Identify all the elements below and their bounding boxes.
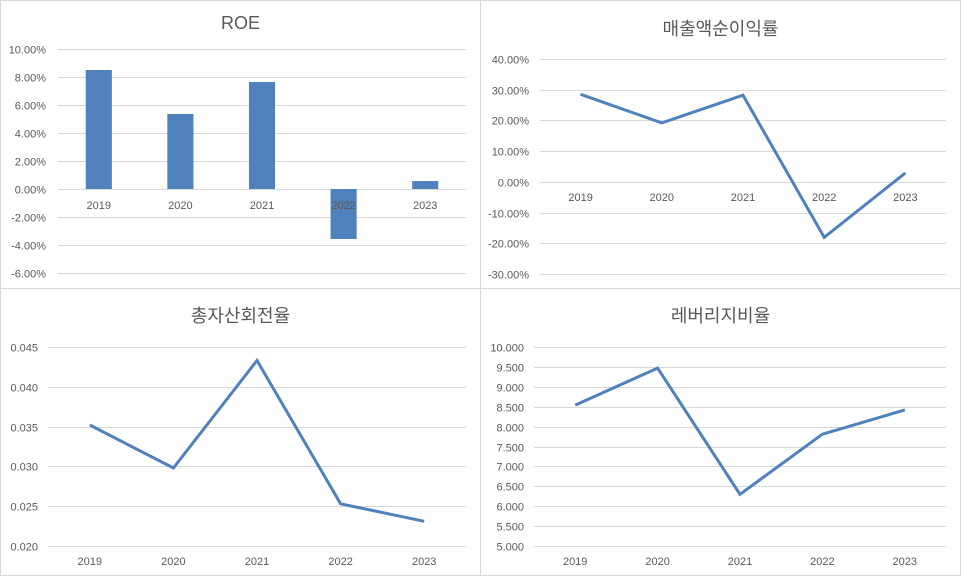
series-line (580, 92, 907, 240)
y-tick-label: -20.00% (488, 239, 529, 251)
series-line (574, 366, 906, 497)
x-category-label: 2019 (87, 200, 111, 212)
chart-title: 총자산회전율 (190, 306, 291, 326)
x-category-label: 2022 (328, 556, 352, 568)
x-category-label: 2023 (412, 556, 436, 568)
y-tick-label: 7.000 (496, 462, 524, 474)
bar (248, 82, 276, 189)
chart-plot-roe: 10.00% 8.00% 6.00% 4.00% 2.00% 0.00% -2.00% -4.… (9, 45, 466, 281)
x-category-label: 2021 (245, 556, 269, 568)
y-tick-label: 0.020 (10, 542, 38, 554)
y-tick-label: 20.00% (492, 116, 530, 128)
bar (412, 181, 439, 189)
x-category-label: 2023 (893, 192, 917, 204)
x-category-label: 2019 (568, 192, 592, 204)
chart-panel-total-asset-turnover: 총자산회전율 0.045 0.040 0.035 0.030 0.025 0.020 201… (0, 288, 481, 576)
y-tick-label: -6.00% (11, 269, 46, 281)
x-category-label: 2021 (250, 200, 274, 212)
x-category-label: 2020 (650, 192, 674, 204)
y-tick-label: 2.00% (15, 157, 46, 169)
y-tick-label: 8.500 (496, 403, 524, 415)
y-tick-label: 0.025 (10, 502, 38, 514)
y-tick-label: -10.00% (488, 209, 529, 221)
x-category-label: 2019 (78, 556, 102, 568)
series-line (89, 357, 425, 523)
chart-title: 매출액순이익률 (662, 19, 779, 39)
bar (330, 189, 357, 239)
y-tick-label: 6.00% (15, 101, 46, 113)
x-category-label: 2020 (161, 556, 185, 568)
y-tick-label: 0.00% (498, 178, 529, 190)
y-tick-label: -2.00% (11, 213, 46, 225)
bar (167, 113, 194, 189)
chart-panel-roe: ROE 10.00% 8.00% 6.00% 4.00% 2.00% 0.00% -2.00… (0, 0, 481, 289)
x-category-label: 2021 (728, 556, 752, 568)
chart-title: ROE (220, 13, 260, 33)
chart-title: 레버리지비율 (670, 306, 771, 326)
x-category-label: 2023 (413, 200, 437, 212)
y-tick-label: 9.500 (496, 363, 524, 375)
y-tick-label: 0.00% (15, 185, 46, 197)
y-tick-label: 30.00% (492, 86, 530, 98)
chart-panel-leverage-ratio: 레버리지비율 10.000 9.500 9.000 8.500 8.000 7.500 7.… (480, 288, 961, 576)
y-tick-label: 40.00% (492, 55, 530, 67)
y-tick-label: 0.045 (10, 343, 38, 355)
y-tick-label: 0.035 (10, 423, 38, 435)
x-category-label: 2022 (812, 192, 836, 204)
x-category-label: 2020 (645, 556, 669, 568)
y-tick-label: 8.00% (15, 73, 46, 85)
y-tick-label: 5.000 (496, 542, 524, 554)
y-tick-label: 4.00% (15, 129, 46, 141)
y-tick-label: 7.500 (496, 443, 524, 455)
x-category-label: 2022 (810, 556, 834, 568)
x-category-label: 2022 (331, 200, 355, 212)
y-tick-label: 6.000 (496, 502, 524, 514)
y-tick-label: 10.00% (9, 45, 47, 57)
y-tick-label: -30.00% (488, 270, 529, 282)
chart-plot-net-profit-margin: 40.00% 30.00% 20.00% 10.00% 0.00% -10.00% -20.… (488, 55, 946, 282)
y-tick-label: 8.000 (496, 423, 524, 435)
y-tick-label: 10.00% (492, 147, 530, 159)
x-category-label: 2021 (731, 192, 755, 204)
y-tick-label: -4.00% (11, 241, 46, 253)
x-category-label: 2023 (893, 556, 917, 568)
y-tick-label: 6.500 (496, 482, 524, 494)
y-tick-label: 5.500 (496, 522, 524, 534)
y-tick-label: 0.030 (10, 462, 38, 474)
chart-panel-net-profit-margin: 매출액순이익률 40.00% 30.00% 20.00% 10.00% 0.00% -10… (480, 0, 961, 289)
y-tick-label: 10.000 (490, 343, 524, 355)
y-tick-label: 9.000 (496, 383, 524, 395)
chart-plot-leverage-ratio: 10.000 9.500 9.000 8.500 8.000 7.500 7.000 6.50… (490, 343, 946, 568)
x-category-label: 2019 (563, 556, 587, 568)
bar (85, 70, 112, 189)
x-category-label: 2020 (168, 200, 192, 212)
y-tick-label: 0.040 (10, 383, 38, 395)
chart-plot-total-asset-turnover: 0.045 0.040 0.035 0.030 0.025 0.020 2019 2020 20… (10, 343, 466, 568)
